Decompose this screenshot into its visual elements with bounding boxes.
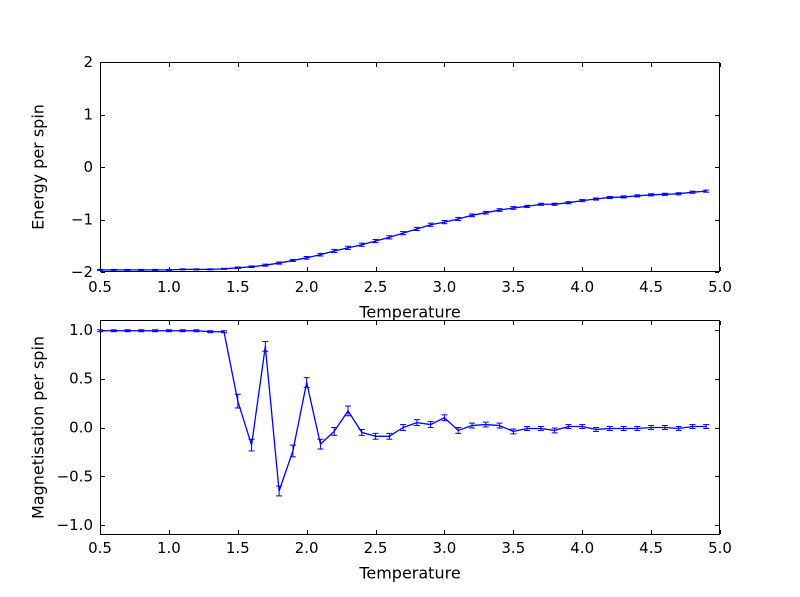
axis-y-label: Energy per spin bbox=[29, 104, 48, 230]
y-tick-label: 0.0 bbox=[69, 419, 93, 437]
axis-x-label: Temperature bbox=[358, 564, 460, 583]
x-tick-label: 0.5 bbox=[88, 539, 112, 557]
y-tick-label: 1 bbox=[83, 106, 93, 124]
data-line bbox=[100, 190, 707, 271]
y-tick-label: 0.5 bbox=[69, 370, 93, 388]
x-tick-label: 3.5 bbox=[501, 278, 525, 296]
axis-y-label: Magnetisation per spin bbox=[29, 336, 48, 519]
axis-x-label: Temperature bbox=[358, 303, 460, 322]
x-tick-label: 3.0 bbox=[433, 278, 457, 296]
y-tick-label: −1.0 bbox=[57, 516, 93, 534]
x-tick-label: 4.5 bbox=[639, 278, 663, 296]
x-tick-label: 5.0 bbox=[708, 278, 732, 296]
x-tick-label: 5.0 bbox=[708, 539, 732, 557]
x-tick-label: 0.5 bbox=[88, 278, 112, 296]
x-tick-label: 3.0 bbox=[433, 539, 457, 557]
x-tick-label: 2.5 bbox=[364, 539, 388, 557]
x-tick-label: 1.5 bbox=[226, 539, 250, 557]
data-line bbox=[100, 330, 707, 492]
y-tick-label: −1 bbox=[71, 211, 93, 229]
y-tick-label: 2 bbox=[83, 53, 93, 71]
x-tick-label: 4.0 bbox=[570, 539, 594, 557]
y-tick-label: 1.0 bbox=[69, 321, 93, 339]
y-tick-label: −0.5 bbox=[57, 467, 93, 485]
y-tick-label: 0 bbox=[83, 158, 93, 176]
x-tick-label: 3.5 bbox=[501, 539, 525, 557]
x-tick-label: 1.0 bbox=[157, 278, 181, 296]
x-tick-label: 2.5 bbox=[364, 278, 388, 296]
x-tick-label: 2.0 bbox=[295, 539, 319, 557]
axes-frame bbox=[100, 320, 720, 535]
y-tick-label: −2 bbox=[71, 263, 93, 281]
axes-frame bbox=[100, 62, 720, 272]
x-tick-label: 4.5 bbox=[639, 539, 663, 557]
x-tick-label: 1.0 bbox=[157, 539, 181, 557]
x-tick-label: 2.0 bbox=[295, 278, 319, 296]
x-tick-label: 4.0 bbox=[570, 278, 594, 296]
x-tick-label: 1.5 bbox=[226, 278, 250, 296]
